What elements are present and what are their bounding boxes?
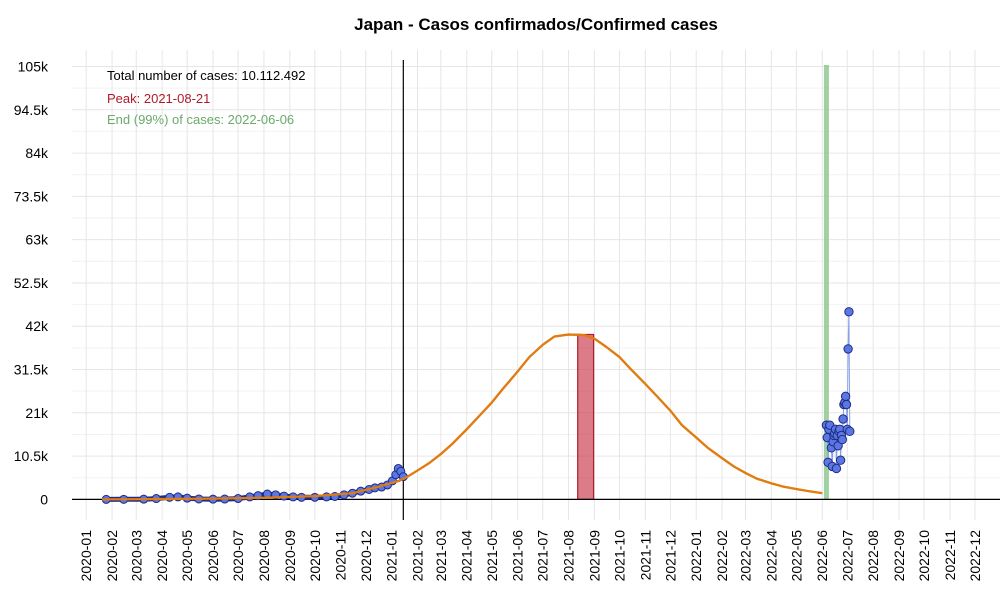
x-tick-label: 2020-09 <box>282 530 298 582</box>
grid-layer <box>72 50 1000 520</box>
y-tick-label: 105k <box>18 58 49 74</box>
y-tick-label: 63k <box>25 232 49 248</box>
x-tick-label: 2022-03 <box>737 530 753 582</box>
y-tick-label: 73.5k <box>14 188 49 204</box>
x-tick-label: 2020-05 <box>179 530 195 582</box>
ticks-layer: 0 10.5k 21k 31.5k 42k 52.5k 63k 73.5k 84k 94.5k 10… <box>14 58 983 581</box>
y-tick-label: 94.5k <box>14 102 49 118</box>
x-tick-label: 2021-01 <box>384 530 400 582</box>
x-tick-label: 2020-10 <box>307 530 323 582</box>
x-tick-label: 2020-01 <box>78 530 94 582</box>
peak-band <box>577 333 595 500</box>
x-tick-label: 2022-06 <box>814 530 830 582</box>
x-tick-label: 2021-09 <box>586 530 602 582</box>
x-tick-label: 2021-06 <box>510 530 526 582</box>
x-tick-label: 2022-07 <box>839 530 855 582</box>
x-tick-label: 2022-05 <box>788 530 804 582</box>
x-tick-label: 2022-09 <box>891 530 907 582</box>
x-tick-label: 2020-03 <box>128 530 144 582</box>
recent-point <box>837 434 847 445</box>
y-tick-label: 84k <box>25 145 49 161</box>
x-tick-label: 2020-11 <box>333 530 349 581</box>
x-tick-label: 2021-05 <box>484 530 500 582</box>
recent-point <box>840 391 851 402</box>
y-tick-label: 0 <box>40 491 48 507</box>
historical-point <box>310 492 320 502</box>
y-tick-label: 42k <box>25 318 49 334</box>
recent-point <box>841 399 852 410</box>
recent-point <box>835 455 846 465</box>
annotation-end-date: End (99%) of cases: 2022-06-06 <box>107 112 294 127</box>
x-tick-label: 2021-08 <box>561 530 577 582</box>
recent-point <box>845 426 855 437</box>
chart-title: Japan - Casos confirmados/Confirmed case… <box>354 15 718 34</box>
x-tick-label: 2020-08 <box>256 530 272 582</box>
recent-point <box>843 344 853 354</box>
x-tick-label: 2022-02 <box>714 530 730 582</box>
recent-point <box>831 463 842 474</box>
x-tick-label: 2020-06 <box>205 530 221 582</box>
x-tick-label: 2022-10 <box>916 530 932 582</box>
x-tick-label: 2020-12 <box>358 530 374 582</box>
y-tick-label: 31.5k <box>14 362 49 378</box>
fit-curve-line-overlay <box>101 333 823 501</box>
annotation-peak-date: Peak: 2021-08-21 <box>107 91 210 106</box>
x-tick-label: 2020-04 <box>154 530 170 582</box>
recent-point <box>844 307 854 317</box>
x-tick-label: 2021-02 <box>409 530 425 582</box>
axis-layer <box>72 60 1000 520</box>
series-layer <box>101 307 855 504</box>
y-tick-label: 10.5k <box>14 448 49 464</box>
x-tick-label: 2021-07 <box>535 530 551 582</box>
recent-point <box>838 414 848 424</box>
x-tick-label: 2021-03 <box>433 530 449 582</box>
fit-curve-line <box>101 333 823 501</box>
annotations-layer: Total number of cases: 10.112.492 Peak: … <box>107 68 306 127</box>
annotation-total-cases: Total number of cases: 10.112.492 <box>107 68 306 83</box>
x-tick-label: 2022-08 <box>865 530 881 582</box>
x-tick-label: 2022-11 <box>942 530 958 581</box>
historical-point <box>165 492 175 502</box>
end-date-line <box>823 65 829 500</box>
x-tick-label: 2020-07 <box>230 530 246 582</box>
x-tick-label: 2021-10 <box>611 530 627 582</box>
y-tick-label: 52.5k <box>14 275 49 291</box>
x-tick-label: 2021-04 <box>459 530 475 582</box>
y-tick-label: 21k <box>25 405 49 421</box>
x-tick-label: 2020-02 <box>104 530 120 582</box>
x-tick-label: 2022-01 <box>688 530 704 582</box>
x-tick-label: 2022-12 <box>967 530 983 582</box>
x-tick-label: 2021-11 <box>637 530 653 581</box>
x-tick-label: 2022-04 <box>763 530 779 582</box>
x-tick-label: 2021-12 <box>662 530 678 582</box>
